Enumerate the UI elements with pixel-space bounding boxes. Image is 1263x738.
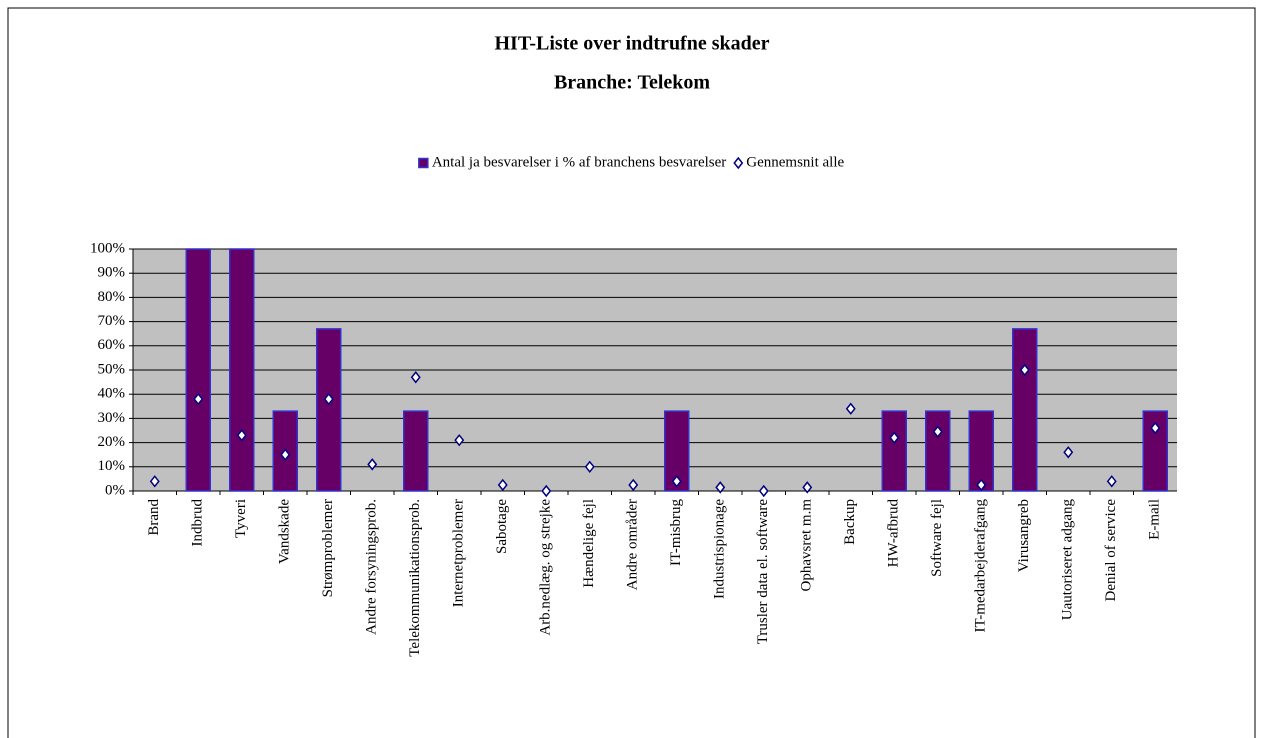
x-tick-label: Vandskade bbox=[277, 499, 293, 564]
marker bbox=[1150, 421, 1161, 435]
y-tick-label: 40% bbox=[98, 386, 126, 402]
marker bbox=[628, 478, 639, 492]
bar bbox=[185, 248, 211, 492]
marker bbox=[889, 431, 900, 444]
bar bbox=[403, 410, 429, 492]
x-tick-label: Indbrud bbox=[190, 499, 206, 547]
marker bbox=[367, 458, 378, 471]
legend-label: Antal ja besvarelser i % af branchens be… bbox=[432, 154, 726, 170]
marker bbox=[584, 460, 595, 474]
marker bbox=[802, 481, 813, 494]
x-tick-label: Tyveri bbox=[233, 499, 249, 538]
x-tick-label: Hændelige fejl bbox=[581, 499, 597, 588]
chart-title: HIT-Liste over indtrufne skader bbox=[494, 33, 769, 55]
x-tick-label: Strømproblemer bbox=[320, 499, 336, 597]
x-tick-label: Andre områder bbox=[625, 499, 641, 590]
x-tick-label: Andre forsyningsprob. bbox=[364, 499, 380, 635]
marker bbox=[193, 392, 204, 406]
x-tick-label: IT-medarbejderafgang bbox=[973, 499, 989, 633]
legend-marker bbox=[733, 156, 744, 170]
x-tick-label: HW-afbrud bbox=[886, 499, 902, 568]
marker bbox=[976, 478, 987, 492]
x-tick-label: Backup bbox=[842, 499, 858, 545]
x-tick-label: IT-misbrug bbox=[668, 499, 684, 566]
x-tick-label: Software fejl bbox=[929, 499, 945, 577]
y-tick-label: 80% bbox=[98, 289, 126, 305]
y-tick-label: 100% bbox=[90, 240, 125, 256]
y-tick-label: 70% bbox=[98, 313, 126, 329]
x-tick-label: Telekommunikationsprob. bbox=[407, 499, 423, 657]
marker bbox=[845, 402, 856, 415]
marker bbox=[671, 475, 682, 488]
x-tick-label: Virusangreb bbox=[1016, 499, 1032, 572]
marker bbox=[454, 433, 465, 447]
y-tick-label: 50% bbox=[98, 361, 126, 377]
legend-label: Gennemsnit alle bbox=[746, 154, 844, 170]
x-tick-label: Denial of service bbox=[1103, 499, 1119, 602]
marker bbox=[1063, 446, 1074, 459]
x-tick-label: E-mail bbox=[1147, 499, 1163, 540]
x-tick-label: Brand bbox=[146, 499, 162, 536]
marker bbox=[497, 478, 508, 492]
x-tick-label: Ophavsret m.m bbox=[799, 499, 815, 592]
y-tick-label: 90% bbox=[98, 265, 126, 281]
marker bbox=[410, 371, 421, 384]
x-tick-label: Industrispionage bbox=[712, 499, 728, 599]
marker bbox=[758, 484, 769, 498]
marker bbox=[932, 425, 943, 438]
x-tick-label: Sabotage bbox=[494, 499, 510, 554]
x-tick-label: Internetproblemer bbox=[451, 499, 467, 607]
marker bbox=[280, 448, 291, 461]
marker bbox=[236, 429, 247, 442]
x-tick-label: Uautoriseret adgang bbox=[1060, 499, 1076, 621]
marker bbox=[715, 481, 726, 494]
x-tick-label: Arb.nedlæg. og strejke bbox=[538, 499, 554, 636]
marker bbox=[1106, 475, 1117, 488]
y-tick-label: 20% bbox=[98, 434, 126, 450]
legend-swatch bbox=[418, 157, 429, 169]
marker bbox=[541, 484, 552, 498]
y-tick-label: 0% bbox=[105, 482, 125, 498]
bar bbox=[1012, 328, 1038, 492]
bar bbox=[925, 410, 951, 492]
chart-subtitle: Branche: Telekom bbox=[554, 72, 710, 94]
y-tick-label: 60% bbox=[98, 337, 126, 353]
y-tick-label: 10% bbox=[98, 458, 126, 474]
marker bbox=[1019, 363, 1030, 377]
bar bbox=[316, 328, 342, 492]
x-tick-label: Trusler data el. software bbox=[755, 499, 771, 645]
marker bbox=[323, 392, 334, 406]
bar bbox=[229, 248, 255, 492]
marker bbox=[149, 475, 160, 488]
bar bbox=[968, 410, 994, 492]
y-tick-label: 30% bbox=[98, 410, 126, 426]
bar bbox=[881, 410, 907, 492]
